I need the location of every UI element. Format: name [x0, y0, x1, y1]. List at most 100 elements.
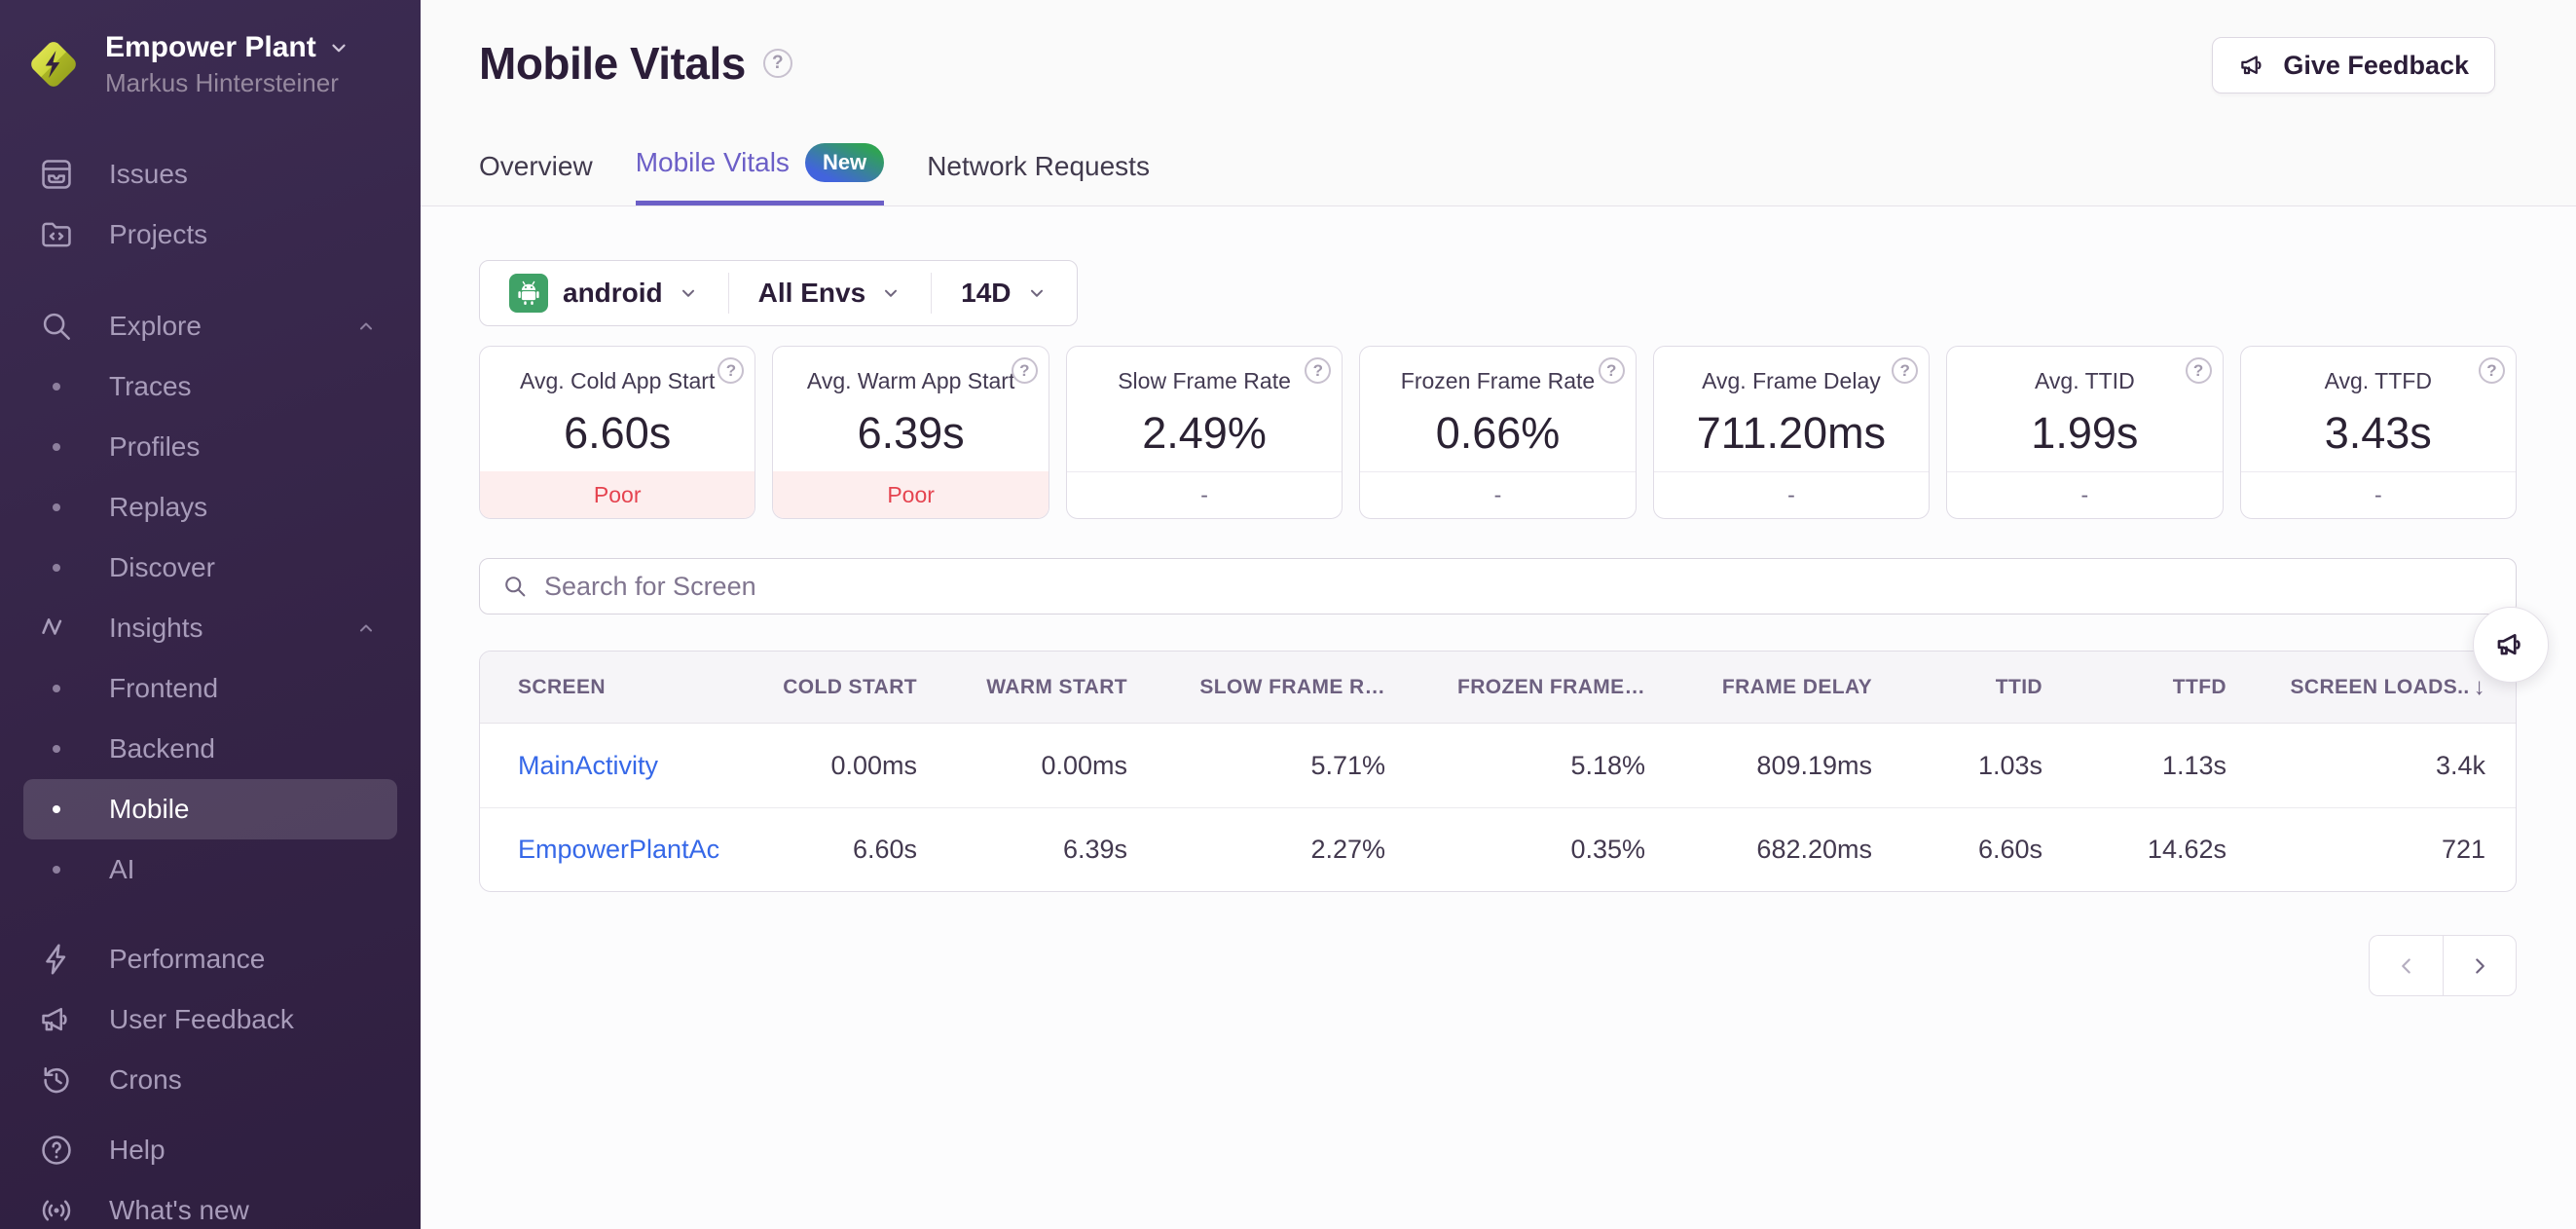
column-header-warm-start[interactable]: WARM START: [986, 675, 1127, 698]
table-row: EmpowerPlantAc 6.60s 6.39s 2.27% 0.35% 6…: [480, 807, 2516, 891]
metric-label: Slow Frame Rate: [1118, 368, 1291, 393]
metric-value: 6.60s: [564, 408, 672, 458]
column-header-cold-start[interactable]: COLD START: [783, 675, 917, 698]
metric-card-ttfd: ? Avg. TTFD 3.43s -: [2239, 346, 2517, 519]
org-texts: Empower Plant Markus Hintersteiner: [105, 31, 350, 98]
sidebar-item-issues[interactable]: Issues: [23, 144, 397, 205]
tab-bar: Overview Mobile Vitals New Network Reque…: [479, 143, 2495, 205]
sidebar-item-user-feedback[interactable]: User Feedback: [23, 989, 397, 1050]
megaphone-icon: [2494, 628, 2527, 661]
help-icon[interactable]: ?: [1598, 357, 1625, 384]
help-icon[interactable]: ?: [1305, 357, 1332, 384]
sidebar-item-whats-new[interactable]: What's new: [23, 1180, 397, 1229]
next-page-button[interactable]: [2443, 935, 2517, 996]
ttid-cell: 6.60s: [1977, 835, 2042, 864]
megaphone-icon: [37, 1001, 76, 1038]
metric-card-warm-app-start: ? Avg. Warm App Start 6.39s Poor: [772, 346, 1049, 519]
sidebar-item-label: Explore: [109, 311, 202, 341]
screen-link[interactable]: MainActivity: [518, 750, 659, 780]
give-feedback-button[interactable]: Give Feedback: [2212, 37, 2495, 93]
floating-feedback-button[interactable]: [2473, 607, 2549, 683]
org-switcher[interactable]: Empower Plant Markus Hintersteiner: [23, 29, 397, 99]
warm-start-cell: 6.39s: [1062, 835, 1127, 864]
tab-network-requests[interactable]: Network Requests: [927, 151, 1150, 205]
screen-cell: MainActivity: [480, 751, 761, 781]
date-range-filter[interactable]: 14D: [932, 261, 1076, 325]
sidebar-item-projects[interactable]: Projects: [23, 205, 397, 265]
metric-value: 3.43s: [2324, 408, 2432, 458]
ttfd-cell: 1.13s: [2161, 750, 2226, 780]
metric-value: 0.66%: [1435, 408, 1561, 458]
sidebar-item-traces[interactable]: Traces: [23, 356, 397, 417]
lightning-icon: [37, 941, 76, 978]
org-name: Empower Plant: [105, 30, 316, 63]
sidebar-item-label: Profiles: [109, 431, 201, 462]
status-badge: Poor: [773, 471, 1049, 518]
chevron-down-icon: [1026, 282, 1048, 304]
metric-value: 2.49%: [1142, 408, 1267, 458]
bullet-icon: [37, 383, 76, 391]
search-input[interactable]: [544, 571, 2494, 602]
sidebar-item-frontend[interactable]: Frontend: [23, 658, 397, 719]
sidebar-item-profiles[interactable]: Profiles: [23, 417, 397, 477]
tab-mobile-vitals[interactable]: Mobile Vitals New: [635, 143, 885, 205]
tab-overview[interactable]: Overview: [479, 151, 593, 205]
status-badge: Poor: [480, 471, 755, 518]
sidebar-item-label: Backend: [109, 733, 215, 763]
screen-cell: EmpowerPlantAc: [480, 835, 761, 865]
bullet-icon: [37, 745, 76, 753]
sidebar-item-replays[interactable]: Replays: [23, 477, 397, 538]
sidebar-item-label: Frontend: [109, 673, 219, 703]
column-header-label: SCREEN LOADS..: [2290, 675, 2470, 698]
sidebar: Empower Plant Markus Hintersteiner Issue…: [0, 0, 421, 1229]
projects-icon: [37, 216, 76, 253]
screen-link[interactable]: EmpowerPlantAc: [518, 835, 720, 864]
page-body: android All Envs 14D: [421, 206, 2576, 996]
help-icon[interactable]: ?: [1892, 357, 1919, 384]
sidebar-item-insights[interactable]: Insights: [23, 598, 397, 658]
column-header-slow-frame-rate[interactable]: SLOW FRAME R…: [1199, 675, 1385, 698]
clock-icon: [37, 1061, 76, 1099]
sidebar-item-mobile[interactable]: Mobile: [23, 779, 397, 839]
sidebar-item-label: Replays: [109, 492, 208, 522]
help-icon[interactable]: ?: [2185, 357, 2212, 384]
environment-filter[interactable]: All Envs: [729, 261, 931, 325]
column-header-frozen-frame-rate[interactable]: FROZEN FRAME…: [1456, 675, 1645, 698]
date-range-filter-value: 14D: [961, 278, 1012, 308]
column-header-frame-delay[interactable]: FRAME DELAY: [1721, 675, 1872, 698]
frozen-frame-rate-cell: 5.18%: [1570, 750, 1645, 780]
project-filter[interactable]: android: [480, 261, 728, 325]
help-icon[interactable]: ?: [718, 357, 745, 384]
metric-label: Avg. Warm App Start: [806, 368, 1015, 393]
bullet-icon: [37, 805, 76, 813]
column-header-ttid[interactable]: TTID: [1995, 675, 2042, 698]
help-icon[interactable]: ?: [2478, 357, 2505, 384]
sidebar-item-performance[interactable]: Performance: [23, 929, 397, 989]
tab-label: Overview: [479, 151, 593, 181]
sidebar-item-ai[interactable]: AI: [23, 839, 397, 900]
column-header-screen[interactable]: SCREEN: [518, 675, 606, 698]
metric-card-frozen-frame-rate: ? Frozen Frame Rate 0.66% -: [1359, 346, 1637, 519]
search-icon: [501, 573, 529, 600]
help-icon[interactable]: ?: [1011, 357, 1038, 384]
status-badge: -: [1360, 471, 1636, 518]
sidebar-item-discover[interactable]: Discover: [23, 538, 397, 598]
bullet-icon: [37, 503, 76, 511]
sidebar-item-explore[interactable]: Explore: [23, 296, 397, 356]
sidebar-item-label: Mobile: [109, 794, 190, 824]
metric-value: 1.99s: [2031, 408, 2139, 458]
chevron-up-icon: [354, 616, 378, 640]
metric-label: Frozen Frame Rate: [1400, 368, 1596, 393]
title-help-icon[interactable]: ?: [762, 49, 792, 78]
new-badge: New: [804, 143, 885, 182]
insights-pulse-icon: [37, 610, 76, 647]
sidebar-item-help[interactable]: Help: [23, 1120, 397, 1180]
sidebar-item-crons[interactable]: Crons: [23, 1050, 397, 1110]
previous-page-button[interactable]: [2369, 935, 2443, 996]
column-header-screen-loads[interactable]: SCREEN LOADS.. ↓: [2226, 674, 2516, 701]
chevron-down-icon: [328, 37, 350, 58]
sort-desc-icon: ↓: [2473, 673, 2485, 700]
sidebar-item-backend[interactable]: Backend: [23, 719, 397, 779]
column-header-ttfd[interactable]: TTFD: [2172, 675, 2226, 698]
bullet-icon: [37, 564, 76, 572]
